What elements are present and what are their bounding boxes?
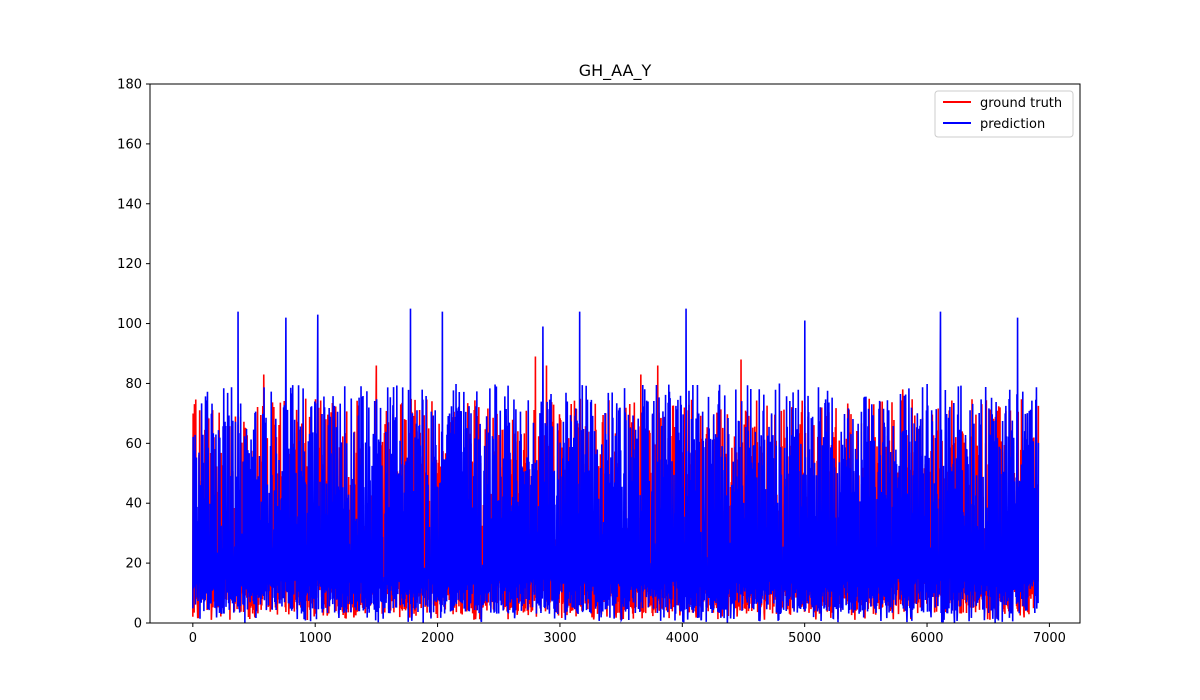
legend-label-prediction: prediction xyxy=(980,117,1045,132)
y-tick-label: 80 xyxy=(125,377,142,392)
x-tick-label: 1000 xyxy=(299,631,332,646)
y-tick-label: 120 xyxy=(117,257,142,272)
y-tick-label: 180 xyxy=(117,78,142,93)
y-tick-label: 140 xyxy=(117,197,142,212)
y-tick-label: 0 xyxy=(134,617,142,632)
series-line-prediction xyxy=(192,308,1040,623)
x-tick-label: 5000 xyxy=(788,631,821,646)
y-tick-label: 60 xyxy=(125,437,142,452)
y-tick-label: 40 xyxy=(125,497,142,512)
x-tick-label: 0 xyxy=(189,631,197,646)
x-tick-label: 2000 xyxy=(421,631,454,646)
y-axis: 0 20 40 60 80 100 120 140 160 180 xyxy=(117,78,150,632)
plot-area xyxy=(192,308,1040,623)
plot-frame xyxy=(149,83,1081,624)
x-tick-label: 7000 xyxy=(1033,631,1066,646)
x-tick-label: 4000 xyxy=(666,631,699,646)
y-tick-label: 100 xyxy=(117,317,142,332)
legend: ground truth prediction xyxy=(934,90,1074,138)
chart-title: GH_AA_Y xyxy=(579,61,652,81)
x-tick-label: 6000 xyxy=(910,631,943,646)
x-axis: 0 1000 2000 3000 4000 5000 6000 7000 xyxy=(189,623,1066,646)
y-tick-label: 160 xyxy=(117,137,142,152)
legend-label-ground-truth: ground truth xyxy=(980,96,1062,111)
y-tick-label: 20 xyxy=(125,557,142,572)
x-tick-label: 3000 xyxy=(543,631,576,646)
